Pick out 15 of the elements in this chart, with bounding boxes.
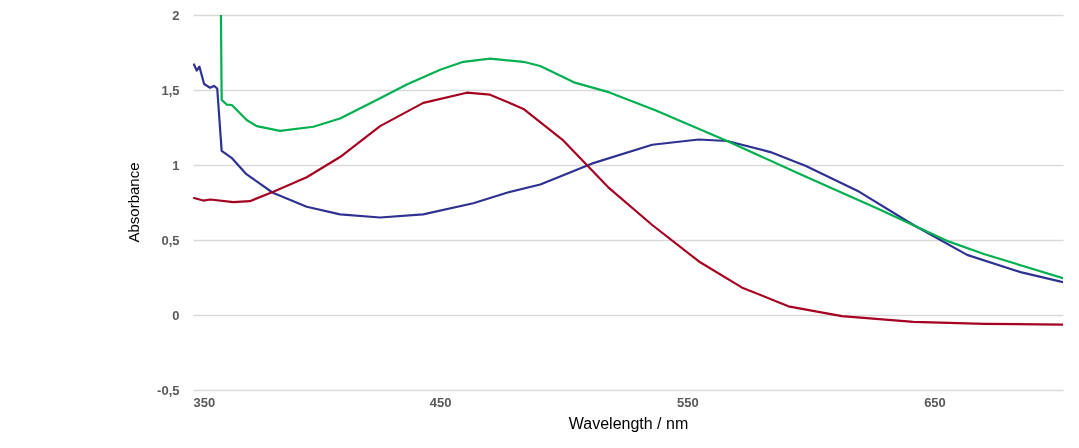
y-tick-label: -0,5 bbox=[157, 382, 180, 398]
x-tick-label: 650 bbox=[924, 394, 946, 410]
y-tick-label: 1 bbox=[172, 157, 180, 173]
x-tick-label: 550 bbox=[676, 394, 699, 410]
y-tick-label: 0 bbox=[172, 307, 180, 323]
line-series bbox=[219, 15, 1063, 280]
y-axis-title: Absorbance bbox=[124, 162, 142, 243]
line-series bbox=[193, 63, 1063, 284]
x-axis-title: Wavelength / nm bbox=[568, 414, 689, 432]
line-series bbox=[193, 91, 1063, 326]
x-tick-label: 350 bbox=[193, 394, 216, 410]
x-tick-label: 450 bbox=[429, 394, 452, 410]
y-tick-label: 2 bbox=[172, 7, 180, 23]
y-tick-label: 0,5 bbox=[161, 232, 180, 248]
y-tick-label: 1,5 bbox=[161, 82, 180, 98]
